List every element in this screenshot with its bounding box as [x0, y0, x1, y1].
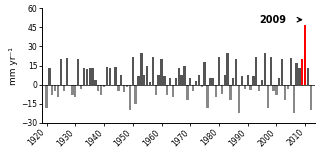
- Bar: [66, 58, 68, 85]
- Bar: [203, 62, 206, 85]
- Bar: [186, 85, 188, 100]
- Bar: [235, 59, 237, 85]
- Bar: [126, 85, 128, 87]
- Bar: [60, 59, 62, 85]
- Bar: [241, 76, 243, 85]
- Bar: [140, 53, 143, 85]
- Bar: [166, 85, 168, 95]
- Bar: [290, 58, 292, 85]
- Bar: [292, 85, 295, 113]
- Bar: [158, 74, 160, 85]
- Bar: [247, 74, 249, 85]
- Bar: [206, 85, 209, 108]
- Bar: [229, 85, 232, 100]
- Bar: [250, 85, 252, 90]
- Bar: [307, 68, 309, 85]
- Bar: [160, 59, 162, 85]
- Bar: [304, 25, 306, 85]
- Bar: [109, 68, 111, 85]
- Bar: [51, 85, 53, 95]
- Bar: [209, 78, 212, 85]
- Bar: [57, 85, 59, 97]
- Bar: [264, 53, 266, 85]
- Text: 2009: 2009: [260, 15, 287, 25]
- Bar: [91, 68, 94, 85]
- Bar: [74, 85, 76, 97]
- Bar: [114, 67, 117, 85]
- Bar: [232, 78, 235, 85]
- Bar: [224, 74, 226, 85]
- Bar: [183, 66, 186, 85]
- Bar: [143, 74, 145, 85]
- Bar: [287, 85, 289, 89]
- Bar: [155, 85, 157, 95]
- Bar: [281, 59, 283, 85]
- Bar: [212, 78, 214, 85]
- Bar: [298, 68, 301, 85]
- Bar: [284, 85, 286, 100]
- Bar: [149, 82, 151, 85]
- Bar: [278, 78, 280, 85]
- Bar: [120, 74, 123, 85]
- Bar: [129, 85, 131, 110]
- Bar: [163, 76, 165, 85]
- Bar: [146, 66, 148, 85]
- Bar: [123, 85, 125, 92]
- Bar: [201, 85, 203, 87]
- Bar: [221, 85, 223, 94]
- Bar: [261, 80, 263, 85]
- Bar: [269, 57, 272, 85]
- Bar: [97, 85, 99, 91]
- Bar: [135, 85, 137, 104]
- Bar: [117, 85, 120, 91]
- Bar: [275, 85, 278, 95]
- Bar: [238, 85, 240, 113]
- Bar: [192, 85, 194, 91]
- Bar: [137, 76, 140, 85]
- Bar: [189, 78, 191, 85]
- Bar: [80, 85, 82, 89]
- Bar: [132, 57, 134, 85]
- Bar: [180, 74, 183, 85]
- Bar: [46, 85, 48, 108]
- Bar: [54, 85, 56, 91]
- Bar: [267, 85, 269, 108]
- Bar: [195, 81, 197, 85]
- Bar: [48, 68, 51, 85]
- Bar: [252, 76, 254, 85]
- Bar: [94, 80, 97, 85]
- Bar: [169, 78, 171, 85]
- Bar: [198, 74, 200, 85]
- Bar: [103, 85, 105, 87]
- Y-axis label: mm yr⁻¹: mm yr⁻¹: [9, 47, 19, 84]
- Bar: [172, 85, 174, 97]
- Bar: [77, 59, 79, 85]
- Bar: [88, 68, 91, 85]
- Bar: [100, 85, 102, 95]
- Bar: [106, 67, 108, 85]
- Bar: [215, 85, 217, 97]
- Bar: [227, 53, 229, 85]
- Bar: [258, 85, 260, 91]
- Bar: [83, 68, 85, 85]
- Bar: [295, 63, 298, 85]
- Bar: [218, 57, 220, 85]
- Bar: [63, 85, 65, 91]
- Bar: [255, 57, 257, 85]
- Bar: [244, 85, 246, 89]
- Bar: [152, 57, 154, 85]
- Bar: [272, 85, 275, 91]
- Bar: [71, 85, 73, 95]
- Bar: [301, 59, 304, 85]
- Bar: [177, 68, 180, 85]
- Bar: [86, 69, 88, 85]
- Bar: [175, 78, 177, 85]
- Bar: [310, 85, 312, 110]
